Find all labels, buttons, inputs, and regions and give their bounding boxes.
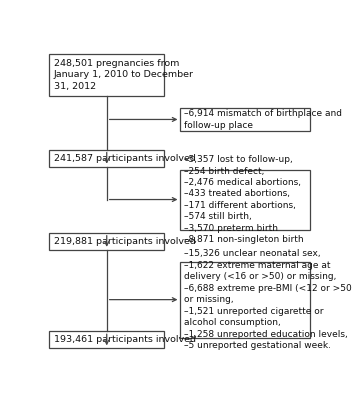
Text: 219,881 participants involved: 219,881 participants involved [54,237,195,246]
Text: 241,587 participants involved: 241,587 participants involved [54,154,195,163]
Text: 193,461 participants involved: 193,461 participants involved [54,335,196,344]
FancyBboxPatch shape [49,331,164,348]
FancyBboxPatch shape [49,150,164,166]
Text: –6,914 mismatch of birthplace and
follow-up place: –6,914 mismatch of birthplace and follow… [184,109,342,130]
Text: –5,357 lost to follow-up,
–254 birth defect,
–2,476 medical abortions,
–433 trea: –5,357 lost to follow-up, –254 birth def… [184,155,304,244]
FancyBboxPatch shape [181,262,310,338]
FancyBboxPatch shape [49,54,164,96]
FancyBboxPatch shape [181,170,310,230]
FancyBboxPatch shape [181,108,310,131]
Text: 248,501 pregnancies from
January 1, 2010 to December
31, 2012: 248,501 pregnancies from January 1, 2010… [54,59,194,91]
Text: –15,326 unclear neonatal sex,
–1,622 extreme maternal age at
delivery (<16 or >5: –15,326 unclear neonatal sex, –1,622 ext… [184,250,352,350]
FancyBboxPatch shape [49,233,164,250]
